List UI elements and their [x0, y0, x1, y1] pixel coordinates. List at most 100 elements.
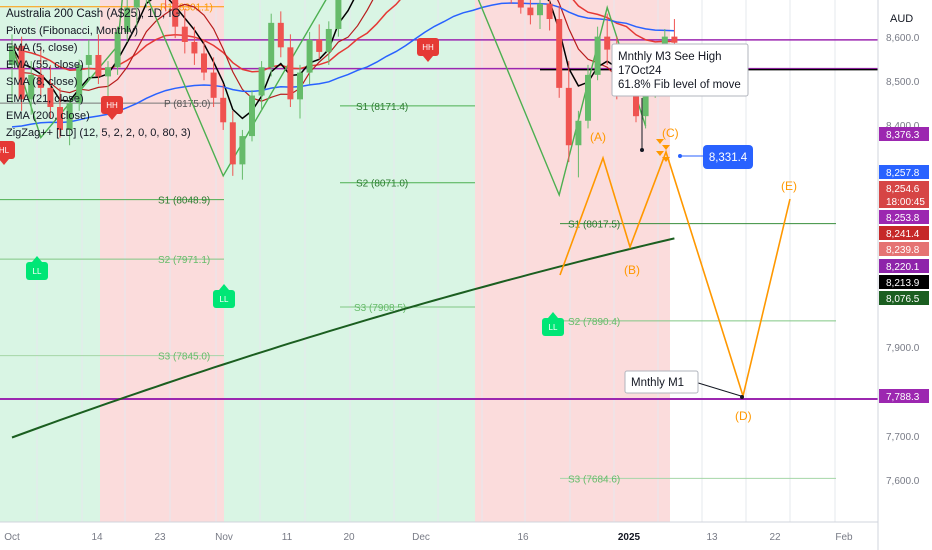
date-tick: 23	[154, 532, 166, 543]
badge-box	[542, 318, 564, 336]
currency-label: AUD	[890, 13, 913, 25]
date-tick: 13	[706, 532, 718, 543]
candle-body	[575, 120, 582, 146]
candle-body	[604, 36, 611, 50]
candle[interactable]	[335, 0, 342, 37]
zigzag-badge: LL	[26, 256, 48, 280]
price-tick: 8,400.0	[886, 121, 920, 132]
candle[interactable]	[210, 57, 217, 107]
date-tick: Dec	[412, 532, 430, 543]
candle[interactable]	[57, 87, 63, 138]
m3-callout[interactable]	[611, 43, 749, 97]
chart-legend: Australia 200 Cash (A$25), 1D, IG Pivots…	[6, 6, 191, 142]
candle[interactable]	[9, 34, 15, 104]
m3-text: 61.8% Fib level of move	[618, 79, 741, 91]
badge-text: LL	[549, 323, 558, 332]
candle[interactable]	[18, 36, 25, 111]
candle[interactable]	[306, 32, 313, 85]
candle[interactable]	[287, 34, 294, 107]
candle[interactable]	[604, 13, 611, 65]
m3-text: Mnthly M3 See High	[618, 51, 722, 63]
candle-body	[37, 74, 44, 88]
m1-callout[interactable]	[624, 370, 699, 394]
candle-body	[114, 32, 121, 68]
legend-ema5[interactable]: EMA (5, close)	[6, 42, 78, 54]
zigzag-badges: HH LL LL HH LL HL	[0, 38, 564, 336]
price-tag	[879, 194, 929, 208]
candle[interactable]	[556, 6, 563, 98]
legend-sma8[interactable]: SMA (8, close)	[6, 76, 78, 88]
candle-body	[47, 87, 54, 107]
candle[interactable]	[47, 64, 54, 119]
candle[interactable]	[249, 90, 255, 142]
badge-text: HH	[106, 101, 118, 110]
badge-text: HH	[422, 43, 434, 52]
candle[interactable]	[671, 19, 678, 48]
zigzag-line	[11, 0, 647, 198]
candle[interactable]	[537, 0, 543, 29]
badge-pointer-icon	[548, 312, 558, 318]
arrow-icon	[662, 157, 670, 162]
legend-ema200[interactable]: EMA (200, close)	[6, 110, 90, 122]
candle[interactable]	[546, 0, 553, 31]
price-tick: 7,600.0	[886, 476, 920, 487]
legend-pivots[interactable]: Pivots (Fibonacci, Monthly)	[6, 25, 139, 37]
legend-ema21[interactable]: EMA (21, close)	[6, 93, 84, 105]
candle[interactable]	[191, 26, 198, 65]
candle[interactable]	[565, 61, 572, 163]
candle[interactable]	[201, 39, 207, 81]
badge-pointer-icon	[423, 56, 433, 62]
candle[interactable]	[585, 64, 591, 129]
candle[interactable]	[163, 0, 169, 12]
candle[interactable]	[220, 84, 227, 130]
elliott-projection: (A) (B) (C) (D) (E)	[559, 126, 797, 423]
pivot-label-13: S2 (7971.1)	[158, 255, 210, 266]
pivot-levels: R2 (8596.9)R2 (8556.1)R3 (8505.0)R1 (849…	[0, 3, 836, 485]
candle[interactable]	[95, 34, 102, 85]
candle-body	[124, 7, 131, 33]
legend-ema55[interactable]: EMA (55, close)	[6, 59, 84, 71]
candle[interactable]	[85, 39, 92, 81]
pivot-label-10: S2 (8071.0)	[356, 179, 408, 190]
candle[interactable]	[105, 61, 111, 100]
candle[interactable]	[316, 24, 323, 60]
candle[interactable]	[239, 129, 246, 180]
time-axis-bg	[0, 522, 878, 550]
wave-label-1: (B)	[624, 263, 640, 277]
legend-zigzag[interactable]: ZigZag++ [LD] (12, 5, 2, 2, 0, 0, 80, 3)	[6, 127, 191, 139]
candle[interactable]	[297, 64, 303, 119]
badge-text: LL	[220, 295, 229, 304]
candle[interactable]	[229, 110, 236, 176]
price-tag-text: 8,376.3	[886, 130, 920, 141]
candle[interactable]	[172, 0, 179, 39]
candle[interactable]	[268, 13, 275, 77]
candle[interactable]	[575, 110, 582, 178]
candle[interactable]	[517, 0, 524, 14]
candle[interactable]	[181, 9, 188, 54]
target-price-box[interactable]	[703, 145, 753, 169]
zigzag-badge: LL	[213, 284, 235, 308]
candle[interactable]	[527, 0, 534, 25]
candle[interactable]	[76, 59, 83, 111]
candle[interactable]	[258, 61, 265, 111]
candle[interactable]	[28, 61, 35, 115]
candle[interactable]	[37, 47, 44, 96]
candle[interactable]	[277, 11, 284, 58]
annotations[interactable]: Mnthly M3 See High 17Oct24 61.8% Fib level…	[611, 43, 753, 399]
wave-label-4: (E)	[781, 179, 797, 193]
candle[interactable]	[124, 0, 131, 42]
candle[interactable]	[66, 95, 73, 146]
date-tick: 2025	[618, 532, 641, 543]
wave-label-2: (C)	[662, 126, 679, 140]
legend-title[interactable]: Australia 200 Cash (A$25), 1D, IG	[6, 8, 181, 20]
candle-body	[18, 45, 25, 100]
pivot-label-11: S1 (8048.9)	[158, 196, 210, 207]
candle-body	[297, 72, 303, 100]
candle[interactable]	[594, 26, 601, 81]
candle[interactable]	[114, 26, 121, 75]
wave-label-3: (D)	[735, 409, 752, 423]
candle[interactable]	[133, 0, 140, 27]
candle[interactable]	[325, 21, 332, 65]
